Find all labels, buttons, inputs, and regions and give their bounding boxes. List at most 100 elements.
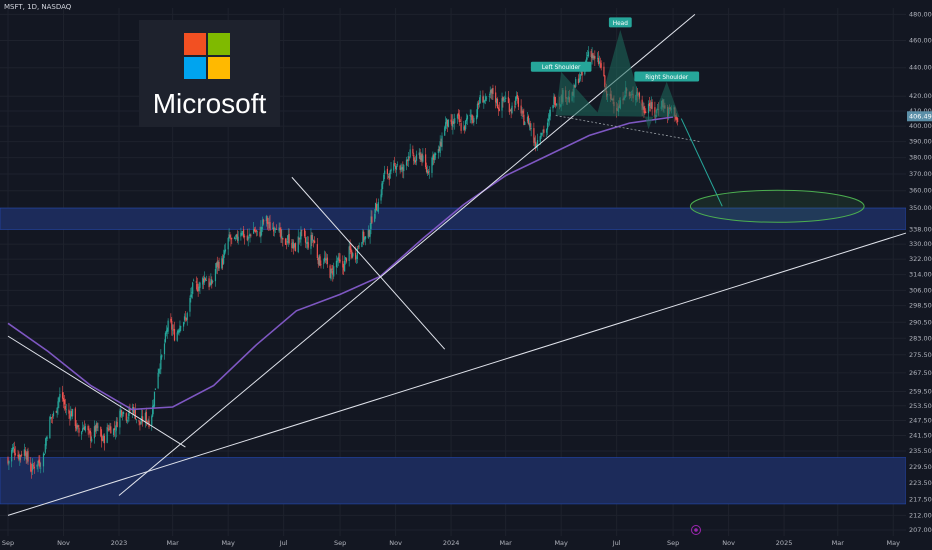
candle-body bbox=[491, 88, 493, 94]
candle-body bbox=[489, 91, 491, 95]
candle bbox=[89, 430, 91, 435]
candle bbox=[112, 428, 115, 438]
candle-body bbox=[521, 111, 523, 113]
candle bbox=[82, 421, 84, 433]
candle bbox=[376, 203, 378, 212]
candle-body bbox=[463, 126, 465, 130]
candle bbox=[505, 91, 507, 103]
candle-body bbox=[495, 98, 498, 104]
candle-body bbox=[71, 411, 73, 417]
candle bbox=[418, 148, 420, 159]
candle bbox=[419, 148, 421, 162]
candle bbox=[300, 226, 302, 247]
candle-body bbox=[326, 257, 328, 265]
candle bbox=[445, 116, 447, 131]
candle bbox=[242, 230, 244, 237]
candle-body bbox=[129, 409, 131, 412]
time-axis[interactable]: Sep Nov 2023 Mar May Jul Sep Nov 2024 Mar May Jul Se… bbox=[0, 536, 932, 550]
candle bbox=[396, 161, 399, 167]
candle-body bbox=[233, 237, 236, 240]
candle bbox=[135, 419, 137, 424]
candle bbox=[458, 109, 460, 126]
candle-body bbox=[547, 118, 550, 122]
candle-body bbox=[190, 294, 192, 298]
candle bbox=[87, 424, 89, 435]
candle-body bbox=[437, 149, 439, 153]
candle bbox=[642, 101, 644, 110]
price-tick-label: 370.00 bbox=[909, 170, 932, 178]
candle-body bbox=[421, 154, 423, 162]
candle bbox=[358, 242, 360, 249]
candle-body bbox=[654, 107, 656, 117]
candle-body bbox=[361, 242, 363, 247]
candle-body bbox=[343, 266, 345, 271]
candle-body bbox=[74, 408, 76, 426]
candle bbox=[489, 86, 491, 99]
candle-body bbox=[165, 331, 167, 334]
candle-body bbox=[420, 155, 422, 161]
candle bbox=[253, 222, 255, 234]
candle-body bbox=[82, 427, 85, 430]
grid bbox=[0, 8, 906, 536]
candle bbox=[292, 239, 294, 249]
candle bbox=[216, 256, 218, 275]
candle-body bbox=[383, 174, 385, 182]
candle bbox=[317, 257, 319, 268]
candle-body bbox=[77, 425, 79, 428]
candle-body bbox=[520, 105, 522, 114]
candle bbox=[246, 228, 248, 242]
candle bbox=[43, 453, 45, 456]
candle bbox=[375, 198, 378, 211]
candle bbox=[543, 125, 545, 138]
event-icon[interactable] bbox=[691, 525, 701, 535]
candle bbox=[176, 329, 178, 342]
trendline bbox=[7, 335, 186, 448]
candle-body bbox=[58, 397, 60, 402]
candle bbox=[515, 91, 518, 101]
candle-body bbox=[89, 430, 91, 434]
candle bbox=[65, 403, 67, 416]
candle bbox=[516, 92, 519, 104]
candle-body bbox=[182, 322, 185, 327]
candle bbox=[97, 422, 99, 432]
candle bbox=[324, 250, 326, 264]
trendlines bbox=[7, 13, 907, 516]
candle bbox=[432, 151, 434, 166]
candle-body bbox=[338, 258, 340, 260]
candle-body bbox=[403, 165, 405, 172]
candle-body bbox=[12, 446, 15, 449]
candle bbox=[312, 232, 314, 244]
candle bbox=[402, 161, 404, 178]
candle bbox=[157, 368, 159, 390]
price-tick-label: 223.50 bbox=[909, 479, 932, 487]
price-tick-label: 420.00 bbox=[909, 92, 932, 100]
candle-body bbox=[362, 231, 364, 243]
candle bbox=[412, 145, 414, 157]
candle-body bbox=[482, 96, 484, 103]
candle-body bbox=[549, 109, 551, 117]
candle bbox=[125, 412, 127, 423]
price-axis-bg bbox=[906, 0, 932, 550]
candle bbox=[426, 165, 429, 177]
price-axis[interactable]: 207.00 212.00 217.50 223.50 229.50 235.50 241.… bbox=[906, 0, 932, 550]
candle-body bbox=[363, 231, 365, 241]
candle bbox=[7, 456, 9, 466]
candle-body bbox=[78, 427, 80, 433]
candle bbox=[122, 412, 124, 421]
time-tick-label: 2023 bbox=[111, 539, 128, 547]
candle-body bbox=[445, 118, 448, 124]
candle bbox=[273, 221, 275, 237]
candle bbox=[49, 415, 51, 439]
candle bbox=[394, 162, 397, 173]
candle bbox=[17, 449, 19, 459]
candle bbox=[64, 398, 66, 414]
price-tick-label: 229.50 bbox=[909, 463, 932, 471]
candle-body bbox=[492, 87, 494, 95]
candle-body bbox=[533, 128, 535, 143]
candle bbox=[11, 443, 14, 454]
candle bbox=[425, 148, 427, 170]
candle bbox=[205, 275, 207, 281]
candle-body bbox=[535, 141, 537, 148]
candle bbox=[367, 225, 369, 240]
